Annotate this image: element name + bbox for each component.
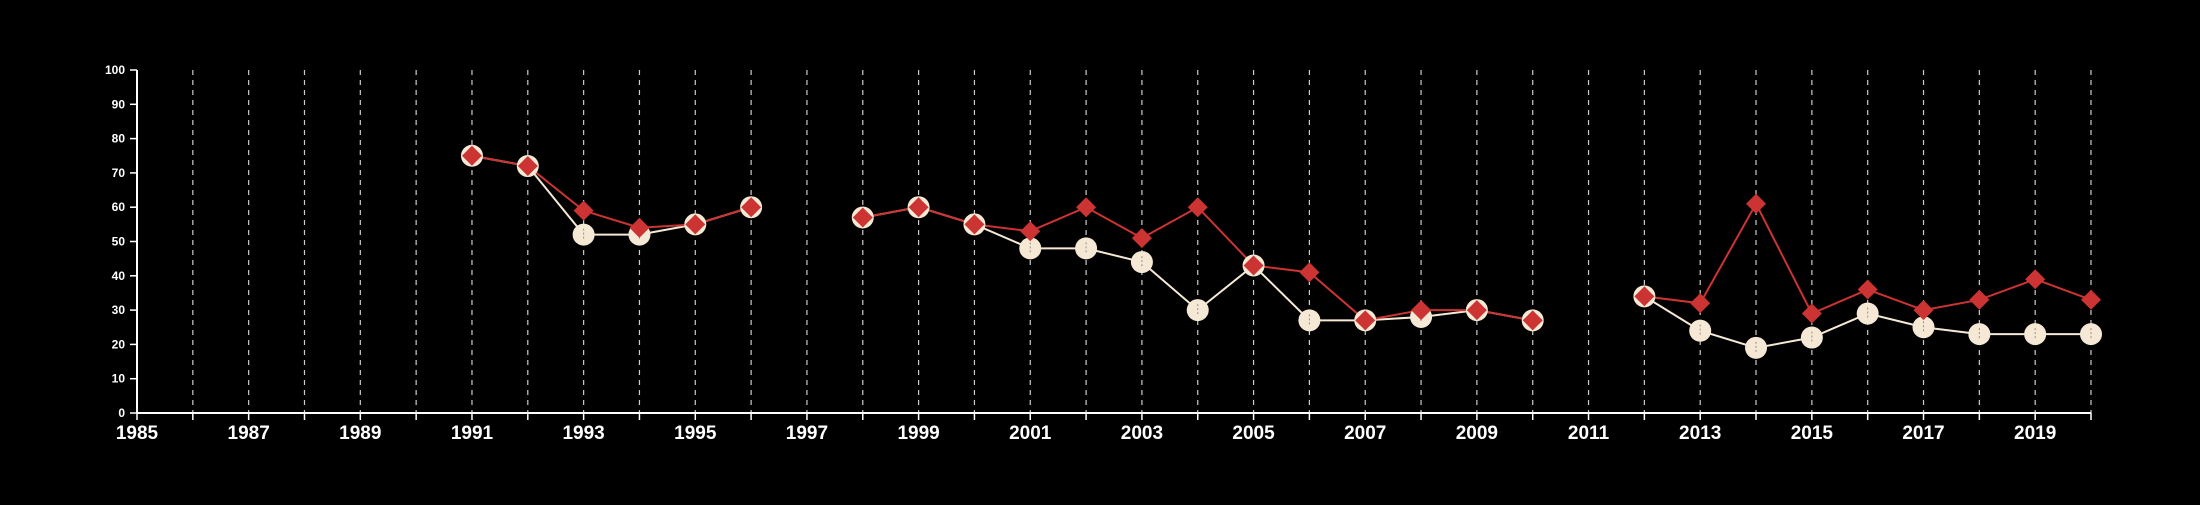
- series-1-point-2020: [2081, 289, 2101, 310]
- series-1-point-1999: [908, 197, 929, 218]
- series-1-point-1998: [852, 207, 873, 228]
- series-1-point-2005: [1243, 255, 1264, 276]
- x-tick-label-2017: 2017: [1902, 423, 1944, 444]
- x-tick-label-1995: 1995: [674, 423, 717, 444]
- series-1-point-2009: [1466, 300, 1487, 321]
- series-1-point-2001: [1020, 221, 1041, 242]
- y-tick-label-0: 0: [118, 406, 125, 420]
- series-1-point-2006: [1299, 262, 1320, 283]
- series-layer: [460, 144, 2102, 359]
- x-tick-label-1989: 1989: [339, 423, 381, 444]
- y-tick-label-40: 40: [112, 269, 126, 283]
- x-tick-label-1987: 1987: [228, 423, 270, 444]
- y-tick-label-90: 90: [112, 97, 126, 111]
- series-1-point-1995: [685, 214, 706, 235]
- series-0-line: [471, 154, 752, 236]
- y-tick-label-100: 100: [105, 63, 125, 77]
- series-1-point-2012: [1634, 286, 1655, 307]
- series-1-line: [471, 154, 752, 229]
- x-tick-label-2009: 2009: [1456, 423, 1498, 444]
- x-tick-label-1985: 1985: [116, 423, 159, 444]
- x-tick-label-2019: 2019: [2014, 423, 2056, 444]
- series-1-point-2014: [1746, 193, 1767, 214]
- series-1-point-1993: [573, 200, 594, 221]
- series-1-point-2013: [1690, 293, 1711, 314]
- y-tick-label-10: 10: [112, 372, 126, 386]
- x-tick-label-2003: 2003: [1121, 423, 1163, 444]
- series-1-point-2004: [1187, 197, 1208, 218]
- x-tick-label-1997: 1997: [786, 423, 828, 444]
- series-1-point-2000: [964, 214, 985, 235]
- series-1-point-2002: [1076, 197, 1097, 218]
- x-tick-label-1991: 1991: [451, 423, 494, 444]
- series-1-point-2019: [2025, 269, 2046, 290]
- series-1-point-2015: [1801, 303, 1822, 324]
- y-tick-label-50: 50: [112, 235, 126, 249]
- x-tick-label-2001: 2001: [1009, 423, 1052, 444]
- y-tick-label-60: 60: [112, 200, 126, 214]
- x-tick-label-1999: 1999: [897, 423, 939, 444]
- axis-layer: 0 10 20 30 40 50 60 70 80 90 100 1985 1987 1989 1991 19…: [105, 63, 2092, 444]
- x-tick-label-2015: 2015: [1791, 423, 1834, 444]
- x-tick-label-2005: 2005: [1232, 423, 1275, 444]
- series-1-point-1992: [517, 156, 538, 177]
- series-1-point-2010: [1522, 310, 1543, 331]
- y-tick-label-30: 30: [112, 303, 126, 317]
- x-tick-label-2007: 2007: [1344, 423, 1386, 444]
- series-1-point-2008: [1411, 300, 1432, 321]
- series-1-point-2017: [1913, 300, 1934, 321]
- x-tick-label-2013: 2013: [1679, 423, 1721, 444]
- series-1-point-1994: [629, 217, 650, 238]
- series-1-point-2003: [1131, 228, 1152, 249]
- series-1-point-2007: [1355, 310, 1376, 331]
- series-1-point-1991: [461, 145, 482, 166]
- series-1-point-1996: [741, 197, 762, 218]
- y-tick-label-20: 20: [112, 337, 126, 351]
- series-1-point-2016: [1857, 279, 1878, 300]
- series-1-point-2018: [1969, 289, 1990, 310]
- y-tick-label-80: 80: [112, 132, 126, 146]
- x-tick-label-2011: 2011: [1568, 423, 1610, 444]
- y-tick-label-70: 70: [112, 166, 126, 180]
- x-tick-label-1993: 1993: [562, 423, 604, 444]
